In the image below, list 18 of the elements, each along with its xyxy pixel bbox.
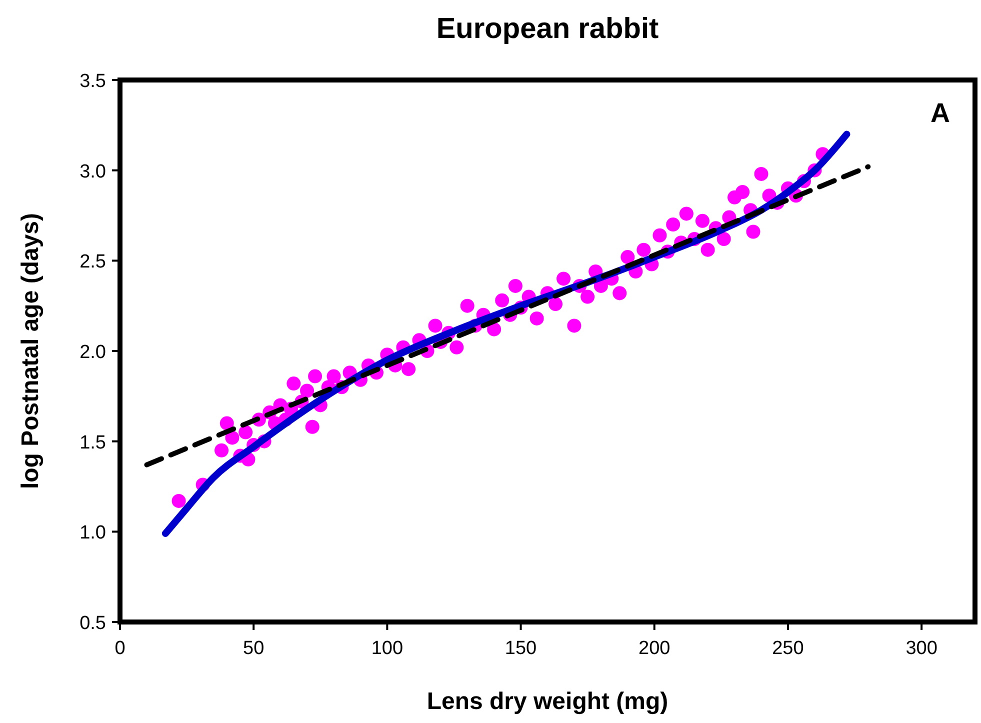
y-axis-title: log Postnatal age (days) <box>17 212 44 490</box>
y-tick-label: 0.5 <box>80 613 106 634</box>
x-tick-label: 50 <box>243 638 264 659</box>
x-axis-title: Lens dry weight (mg) <box>426 688 668 715</box>
y-tick-label: 1.5 <box>80 432 106 454</box>
y-tick-label: 2.5 <box>80 252 106 273</box>
x-tick-label: 0 <box>114 638 126 659</box>
x-tick-label: 150 <box>504 638 537 659</box>
x-tick-label: 250 <box>772 638 804 659</box>
annotation: A <box>930 98 950 128</box>
y-tick-label: 1.0 <box>80 522 106 544</box>
y-tick-label: 3.0 <box>80 161 106 182</box>
x-tick-label: 100 <box>371 638 404 659</box>
chart-title: European rabbit <box>436 13 660 45</box>
x-tick-label: 300 <box>906 638 938 659</box>
x-tick-label: 200 <box>638 638 670 659</box>
y-tick-label: 3.5 <box>80 71 106 92</box>
y-tick-label: 2.0 <box>80 342 106 363</box>
